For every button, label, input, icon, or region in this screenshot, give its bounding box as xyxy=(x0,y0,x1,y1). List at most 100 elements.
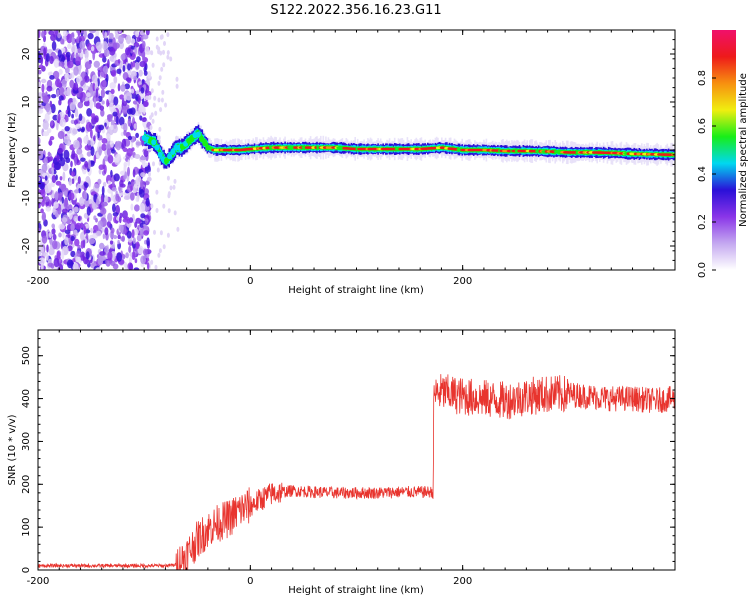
noise-speckle xyxy=(89,30,96,34)
noise-speckle xyxy=(93,60,101,68)
snr-plot-area xyxy=(38,330,675,570)
ridge-early-blob xyxy=(154,144,160,151)
noise-speckle xyxy=(125,34,132,45)
noise-speckle-faint xyxy=(169,56,173,62)
noise-speckle xyxy=(77,47,82,54)
ridge-early-blob xyxy=(202,140,208,147)
noise-speckle xyxy=(113,173,120,182)
noise-speckle xyxy=(97,131,100,139)
spectrogram-x-ticks: -200 0 200 xyxy=(27,30,676,287)
noise-speckle xyxy=(73,206,79,213)
noise-speckle xyxy=(50,34,57,42)
noise-speckle xyxy=(74,156,77,166)
noise-speckle xyxy=(108,32,114,40)
noise-speckle xyxy=(106,148,111,157)
noise-speckle-faint xyxy=(175,83,179,89)
noise-speckle xyxy=(46,85,53,92)
noise-speckle xyxy=(128,245,132,253)
noise-speckle xyxy=(136,234,142,242)
noise-speckle xyxy=(93,97,97,108)
noise-speckle xyxy=(75,123,81,130)
ridge-early-blob xyxy=(164,157,169,164)
noise-speckle xyxy=(69,73,73,79)
noise-speckle xyxy=(80,80,84,87)
noise-speckle-faint xyxy=(172,184,176,190)
noise-speckle xyxy=(141,117,147,123)
noise-speckle xyxy=(85,251,90,260)
noise-speckle xyxy=(84,198,90,208)
noise-speckle-faint xyxy=(166,54,170,60)
noise-speckle-faint xyxy=(164,102,168,108)
noise-speckle xyxy=(94,184,100,189)
noise-speckle-faint xyxy=(162,244,166,250)
noise-speckle xyxy=(43,47,46,57)
noise-speckle xyxy=(133,123,137,129)
noise-speckle xyxy=(128,108,132,114)
noise-speckle xyxy=(100,71,105,78)
noise-speckle-faint xyxy=(152,102,156,108)
noise-speckle xyxy=(64,72,70,82)
noise-speckle xyxy=(127,63,131,71)
ridge-early-blob xyxy=(199,136,204,142)
noise-speckle-faint xyxy=(160,97,164,103)
noise-speckle xyxy=(134,154,141,159)
noise-speckle xyxy=(125,77,131,82)
noise-speckle xyxy=(55,174,58,181)
noise-speckle xyxy=(104,195,109,204)
noise-speckle xyxy=(110,124,114,131)
noise-speckle xyxy=(97,178,102,185)
noise-speckle xyxy=(144,164,151,174)
noise-speckle xyxy=(144,217,148,225)
noise-speckle xyxy=(145,30,150,36)
noise-speckle xyxy=(142,160,145,169)
noise-speckle xyxy=(63,198,69,208)
noise-speckle xyxy=(45,253,49,261)
spectrogram-panel: -200 0 200 -20 -10 0 10 20 Height of straight … xyxy=(7,29,676,296)
noise-speckle xyxy=(58,232,62,238)
noise-speckle xyxy=(103,49,110,57)
noise-speckle xyxy=(72,52,75,59)
noise-speckle xyxy=(38,69,42,75)
noise-speckle xyxy=(115,140,121,151)
noise-speckle-faint xyxy=(151,118,155,124)
noise-speckle xyxy=(142,34,149,40)
noise-speckle-faint xyxy=(162,49,165,55)
noise-speckle xyxy=(38,30,41,39)
noise-speckle xyxy=(82,97,86,102)
noise-speckle xyxy=(59,117,66,128)
noise-speckle xyxy=(134,258,138,264)
noise-speckle xyxy=(143,248,148,256)
noise-speckle xyxy=(58,99,62,106)
x-tick-label: 200 xyxy=(453,276,472,287)
noise-speckle xyxy=(98,168,102,175)
noise-speckle xyxy=(50,103,56,114)
noise-speckle xyxy=(135,62,140,70)
noise-speckle-faint xyxy=(169,185,173,191)
noise-speckle xyxy=(41,83,45,93)
noise-speckle xyxy=(133,228,139,235)
noise-speckle-faint xyxy=(158,248,162,254)
noise-speckle xyxy=(81,184,85,189)
noise-speckle xyxy=(113,76,118,84)
noise-speckle xyxy=(55,78,62,88)
noise-speckle-faint xyxy=(153,229,156,235)
noise-speckle xyxy=(53,201,59,209)
noise-speckle xyxy=(61,249,65,260)
noise-speckle xyxy=(104,122,107,127)
noise-speckle xyxy=(123,122,128,133)
noise-speckle xyxy=(46,244,49,253)
ridge-core xyxy=(528,149,533,153)
noise-speckle xyxy=(122,65,126,72)
spectrogram-x-axis-label: Height of straight line (km) xyxy=(288,285,424,296)
noise-speckle xyxy=(93,135,96,142)
noise-speckle xyxy=(97,69,101,78)
ridge-band xyxy=(210,146,212,151)
noise-speckle xyxy=(38,257,46,265)
noise-speckle xyxy=(106,133,111,142)
noise-speckle xyxy=(38,64,44,69)
noise-speckle xyxy=(92,50,96,61)
noise-speckle xyxy=(63,135,71,145)
noise-speckle xyxy=(110,227,115,234)
noise-speckle-faint xyxy=(150,203,154,209)
ridge-early-blob xyxy=(151,139,157,146)
